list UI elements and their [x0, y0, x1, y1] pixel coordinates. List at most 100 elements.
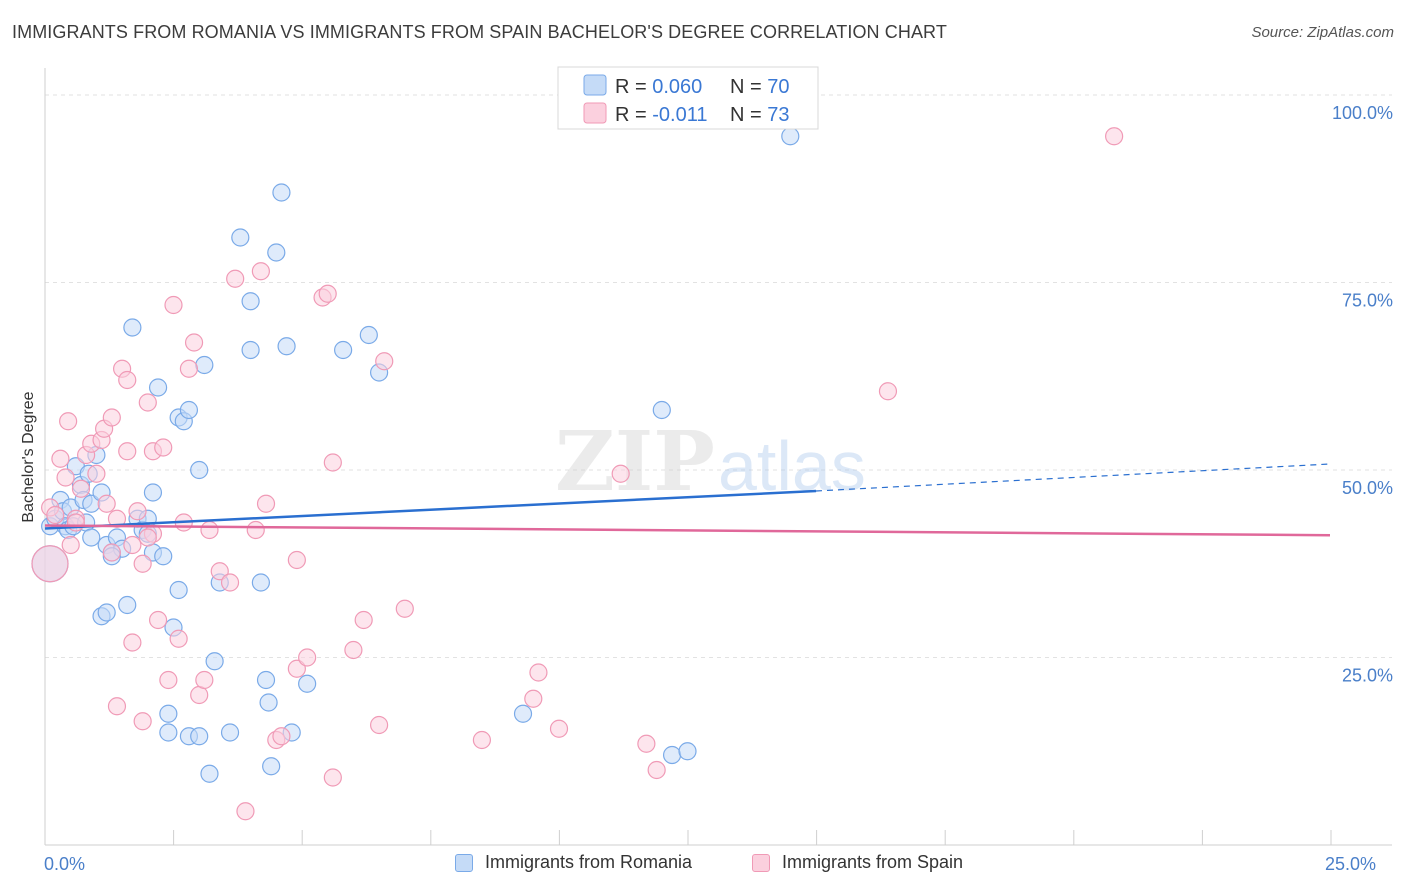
romania-point [298, 674, 317, 693]
romania-point [195, 355, 214, 375]
spain-point [31, 545, 69, 583]
x-ticks [44, 830, 1332, 845]
romania-point [241, 340, 260, 360]
spain-point [395, 599, 414, 618]
spain-point [472, 730, 491, 750]
y-tick-label-75: 75.0% [1342, 291, 1393, 311]
romania-point [190, 460, 209, 480]
spain-point [246, 520, 265, 540]
spain-point [549, 719, 569, 738]
spain-point [647, 760, 666, 780]
romania-point [205, 652, 224, 671]
spain-point [164, 295, 183, 315]
watermark: ZIP atlas [555, 414, 866, 510]
spain-point [138, 528, 157, 547]
romania-point [259, 693, 278, 712]
spain-point [611, 464, 630, 483]
romania-point [82, 528, 101, 547]
legend-n-label-2: N = [730, 104, 767, 126]
legend-swatch-spain [583, 102, 607, 124]
spain-point [354, 610, 373, 630]
spain-point [375, 352, 394, 371]
spain-point [123, 633, 142, 652]
spain-point [226, 269, 245, 288]
spain-point [107, 697, 127, 716]
spain-point [195, 670, 214, 690]
romania-point [334, 340, 353, 360]
bottom-legend-label-romania: Immigrants from Romania [485, 852, 693, 872]
spain-point [102, 408, 121, 427]
spain-point [97, 494, 116, 513]
legend-r-label-1: R = [615, 76, 652, 98]
spain-point [524, 689, 543, 708]
romania-point [262, 757, 281, 776]
romania-point [241, 292, 260, 311]
spain-point [133, 712, 152, 731]
spain-point [138, 393, 157, 412]
romania-point [159, 723, 178, 742]
legend-n-label-1: N = [730, 76, 767, 98]
bottom-legend: Immigrants from Romania Immigrants from … [0, 852, 1406, 878]
spain-point [323, 453, 342, 472]
legend-n-value-1: 70 [767, 76, 789, 98]
spain-point [51, 449, 70, 468]
y-tick-labels: 25.0% 50.0% 75.0% 100.0% [1332, 103, 1393, 686]
spain-point [287, 550, 306, 570]
spain-point [344, 640, 363, 660]
spain-point [61, 535, 80, 555]
bottom-legend-label-spain: Immigrants from Spain [782, 852, 964, 872]
romania-trend-line [44, 489, 817, 530]
romania-point [154, 547, 173, 566]
bottom-legend-spain: Immigrants from Spain [752, 852, 963, 873]
spain-point [637, 734, 656, 753]
spain-point [159, 670, 178, 690]
svg-text:R = 0.060: R = 0.060 [615, 76, 702, 98]
spain-point [148, 610, 168, 630]
spain-point [118, 370, 137, 390]
romania-point [143, 483, 163, 502]
svg-text:R = -0.011: R = -0.011 [615, 104, 707, 126]
romania-point [179, 400, 199, 420]
legend-n-value-2: 73 [767, 104, 789, 126]
legend-r-value-1: 0.060 [652, 76, 702, 98]
spain-point [318, 284, 337, 303]
spain-point [71, 479, 91, 498]
romania-point [267, 243, 286, 262]
romania-point [513, 704, 533, 723]
spain-point [323, 768, 342, 787]
spain-point [200, 520, 219, 540]
romania-point [359, 325, 378, 345]
romania-point [231, 228, 250, 247]
spain-point [118, 442, 137, 461]
romania-point [652, 400, 671, 420]
spain-point [878, 382, 898, 401]
spain-point [56, 468, 75, 487]
stats-legend: R = 0.060 N = 70 R = -0.011 N = 73 [557, 66, 819, 130]
y-tick-label-100: 100.0% [1332, 103, 1393, 123]
spain-trend-line [44, 524, 1331, 537]
legend-r-label-2: R = [615, 104, 652, 126]
spain-point [179, 359, 199, 378]
y-axis-label: Bachelor's Degree [20, 391, 37, 522]
spain-point [133, 554, 152, 573]
spain-point [154, 438, 173, 457]
spain-points [31, 127, 1124, 821]
spain-point [123, 535, 142, 555]
romania-point [159, 704, 178, 723]
romania-point [272, 183, 291, 202]
romania-point [277, 337, 296, 356]
spain-point [220, 573, 240, 592]
spain-point [529, 663, 548, 682]
romania-point [190, 727, 209, 746]
romania-point [220, 723, 240, 742]
spain-point [251, 262, 270, 281]
romania-point [662, 745, 682, 765]
bottom-legend-swatch-spain [752, 853, 770, 872]
romania-point [169, 580, 188, 600]
spain-point [184, 333, 204, 352]
romania-point [251, 573, 270, 592]
romania-point [200, 764, 219, 783]
romania-point [148, 378, 168, 397]
y-tick-label-25: 25.0% [1342, 666, 1393, 686]
